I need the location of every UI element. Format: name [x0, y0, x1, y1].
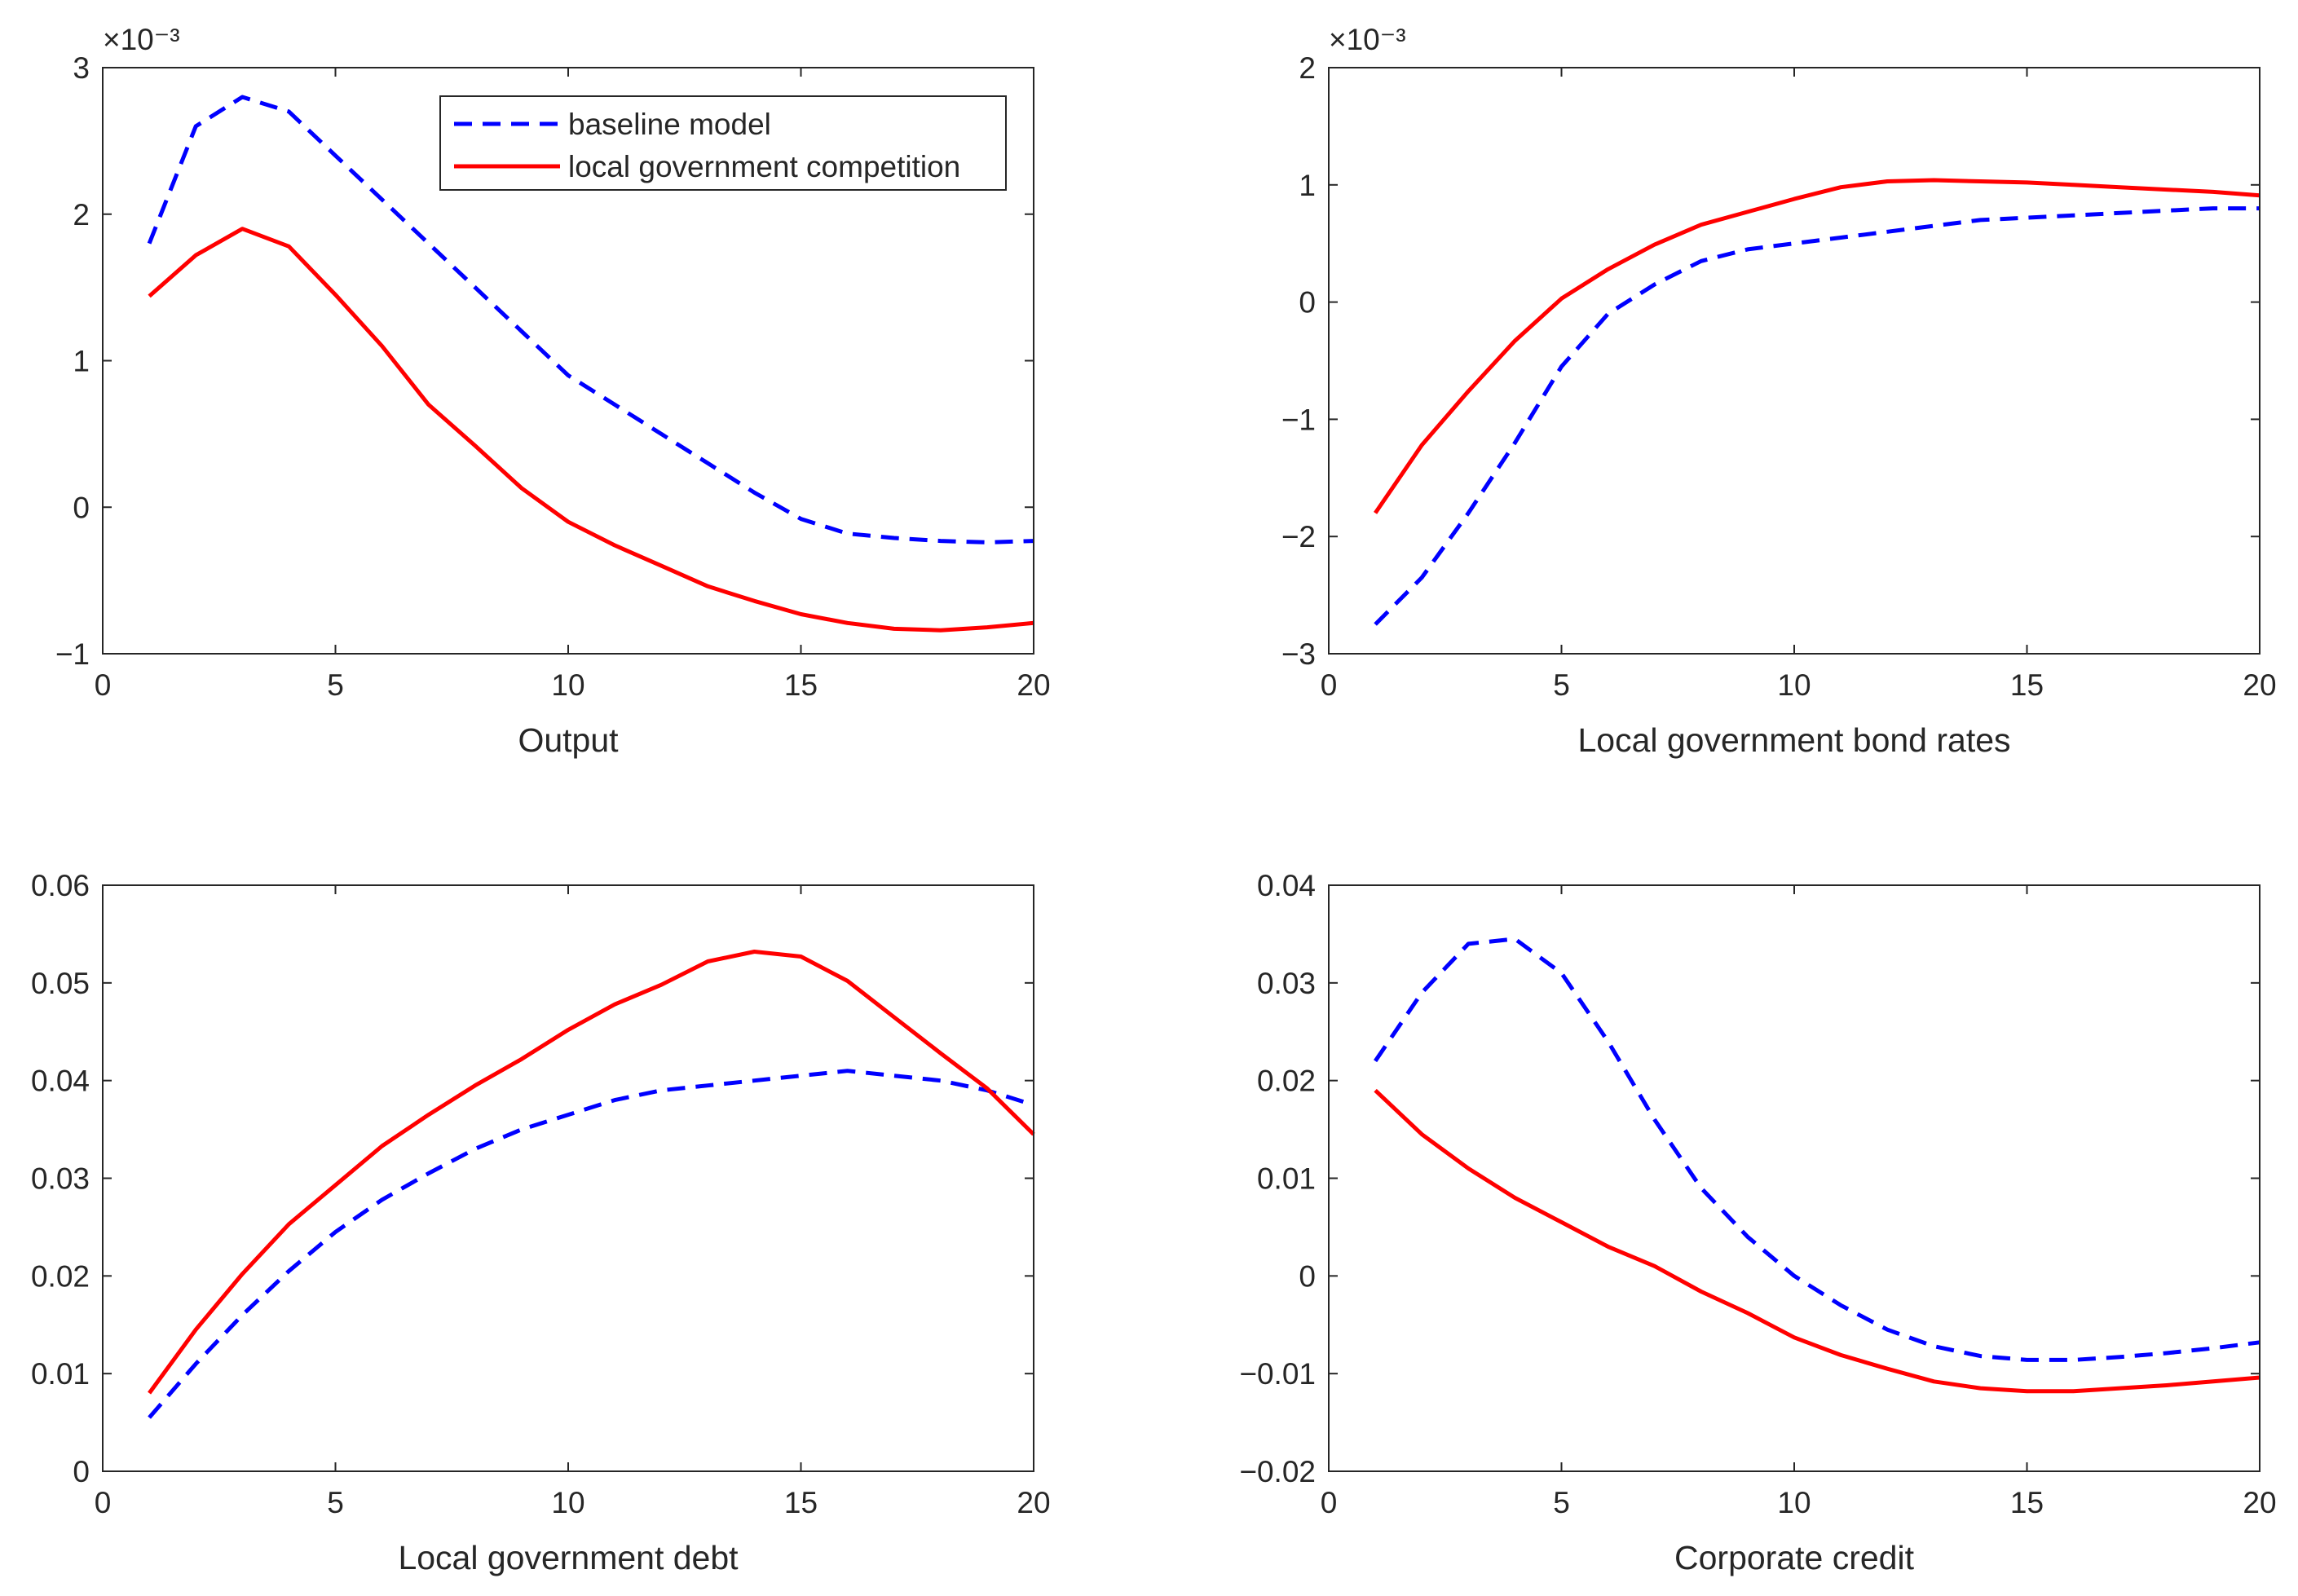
legend-box: [439, 95, 1007, 191]
x-tick-label: 20: [1017, 668, 1050, 702]
x-axis-title: Output: [518, 721, 619, 759]
x-tick-label: 10: [551, 1486, 584, 1519]
y-tick-label: −1: [55, 637, 90, 671]
series-line-baseline-model: [147, 95, 1034, 544]
legend: baseline model local government competiti…: [439, 95, 1007, 191]
chart-panel-2: 0 5 10 15 20 −3 −2 −1 0 1 2 ×10⁻³ Local government b…: [1281, 23, 2277, 759]
series-line-local-government-competition: [1374, 178, 2261, 514]
y-tick-label: 3: [73, 51, 90, 85]
x-tick-label: 0: [1321, 668, 1338, 702]
y-tick-label: −2: [1281, 520, 1316, 553]
series-line-local-government-competition: [148, 227, 1034, 633]
x-tick-label: 20: [2243, 1486, 2276, 1519]
y-tick-label: 2: [1299, 51, 1316, 85]
x-tick-label: 15: [784, 1486, 818, 1519]
plot-area: [1329, 68, 2260, 654]
y-tick-label: 0.06: [31, 869, 90, 902]
series-line-local-government-competition: [148, 950, 1035, 1395]
y-tick-label: 0.02: [1257, 1065, 1316, 1098]
axis-exponent-label: ×10⁻³: [103, 23, 180, 56]
axes-frame: [102, 884, 1034, 1472]
x-tick-label: 15: [2010, 1486, 2044, 1519]
y-tick-label: 0.01: [1257, 1162, 1316, 1196]
x-tick-label: 0: [95, 668, 112, 702]
x-axis-title: Local government bond rates: [1577, 721, 2010, 759]
series-line-baseline-model: [148, 1069, 1034, 1419]
y-tick-label: 2: [73, 198, 90, 231]
y-tick-label: 0.04: [1257, 869, 1316, 902]
legend-label: baseline model: [568, 108, 771, 141]
x-tick-label: 10: [1777, 668, 1811, 702]
x-tick-label: 5: [327, 1486, 344, 1519]
series-line-local-government-competition: [1374, 1088, 2261, 1394]
plot-area: [1329, 885, 2260, 1471]
x-tick-label: 20: [2243, 668, 2276, 702]
y-tick-label: 0.01: [31, 1357, 90, 1391]
y-tick-label: 0: [1299, 286, 1316, 320]
y-tick-label: −0.02: [1239, 1455, 1316, 1488]
y-tick-label: 0.03: [1257, 967, 1316, 1000]
y-tick-label: −0.01: [1239, 1357, 1316, 1391]
chart-panel-3: 0 5 10 15 20 0 0.01 0.02 0.03 0.04 0.05 0.06 Local g…: [31, 869, 1051, 1576]
y-tick-label: 0: [1299, 1259, 1316, 1293]
y-tick-label: 0: [73, 491, 90, 524]
x-tick-label: 10: [551, 668, 584, 702]
axes-frame: [1328, 67, 2261, 655]
y-tick-label: 0.03: [31, 1162, 90, 1196]
x-tick-label: 10: [1777, 1486, 1811, 1519]
x-tick-label: 15: [784, 668, 818, 702]
axis-exponent-label: ×10⁻³: [1329, 23, 1406, 56]
x-tick-label: 5: [1553, 1486, 1570, 1519]
x-tick-label: 15: [2010, 668, 2044, 702]
y-tick-label: −3: [1281, 637, 1316, 671]
axes-frame: [1328, 884, 2261, 1472]
x-axis-title: Corporate credit: [1674, 1539, 1915, 1576]
y-tick-label: −1: [1281, 403, 1316, 436]
y-tick-label: 0.02: [31, 1259, 90, 1293]
legend-label: local government competition: [568, 150, 960, 183]
x-axis-title: Local government debt: [398, 1539, 739, 1576]
y-tick-label: 0.05: [31, 967, 90, 1000]
x-tick-label: 5: [1553, 668, 1570, 702]
y-tick-label: 1: [73, 345, 90, 378]
axes-frame: [102, 67, 1034, 655]
y-tick-label: 0.04: [31, 1065, 90, 1098]
x-tick-label: 20: [1017, 1486, 1050, 1519]
series-line-baseline-model: [1374, 206, 2260, 626]
x-tick-label: 0: [1321, 1486, 1338, 1519]
y-tick-label: 1: [1299, 169, 1316, 202]
y-tick-label: 0: [73, 1455, 90, 1488]
chart-panel-4: 0 5 10 15 20 −0.02 −0.01 0 0.01 0.02 0.03 0.04 Corpo…: [1239, 869, 2276, 1576]
series-line-baseline-model: [1374, 937, 2261, 1362]
x-tick-label: 0: [95, 1486, 112, 1519]
plot-area: [103, 885, 1034, 1471]
x-tick-label: 5: [327, 668, 344, 702]
